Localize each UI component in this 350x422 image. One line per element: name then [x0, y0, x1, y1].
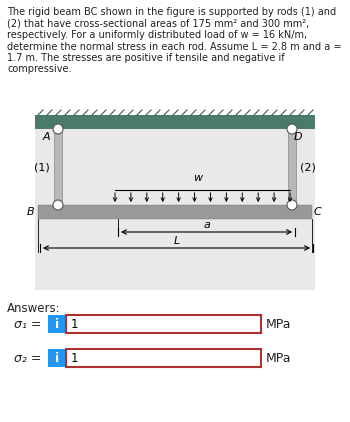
Text: σ₁ =: σ₁ =: [14, 317, 41, 330]
Text: L: L: [173, 236, 180, 246]
Bar: [35, 115, 315, 129]
Text: 1.7 m. The stresses are positive if tensile and negative if: 1.7 m. The stresses are positive if tens…: [7, 53, 285, 63]
Circle shape: [53, 200, 63, 210]
Bar: [54, 129, 62, 205]
Bar: [35, 115, 315, 290]
Bar: [66, 315, 261, 333]
Text: compressive.: compressive.: [7, 65, 71, 75]
Text: C: C: [314, 207, 322, 217]
Text: 1: 1: [71, 317, 78, 330]
Text: MPa: MPa: [266, 352, 292, 365]
Text: MPa: MPa: [266, 317, 292, 330]
Text: i: i: [55, 317, 59, 330]
Text: Answers:: Answers:: [7, 302, 61, 315]
Circle shape: [287, 124, 297, 134]
Text: 1: 1: [71, 352, 78, 365]
Text: A: A: [42, 132, 50, 142]
Text: The rigid beam BC shown in the figure is supported by rods (1) and: The rigid beam BC shown in the figure is…: [7, 7, 336, 17]
Bar: [288, 129, 296, 205]
Text: a: a: [203, 220, 210, 230]
Bar: [38, 205, 312, 219]
Text: w: w: [194, 173, 203, 183]
Circle shape: [287, 200, 297, 210]
Bar: [48, 315, 66, 333]
Text: σ₂ =: σ₂ =: [14, 352, 41, 365]
Text: i: i: [55, 352, 59, 365]
Circle shape: [53, 124, 63, 134]
Text: (2) that have cross-sectional areas of 175 mm² and 300 mm²,: (2) that have cross-sectional areas of 1…: [7, 19, 309, 29]
Bar: [48, 349, 66, 367]
Text: B: B: [26, 207, 34, 217]
Text: (2): (2): [300, 162, 316, 172]
Text: (1): (1): [34, 162, 50, 172]
Text: determine the normal stress in each rod. Assume L = 2.8 m and a =: determine the normal stress in each rod.…: [7, 41, 342, 51]
Text: D: D: [294, 132, 303, 142]
Text: respectively. For a uniformly distributed load of w = 16 kN/m,: respectively. For a uniformly distribute…: [7, 30, 307, 40]
Bar: [66, 349, 261, 367]
